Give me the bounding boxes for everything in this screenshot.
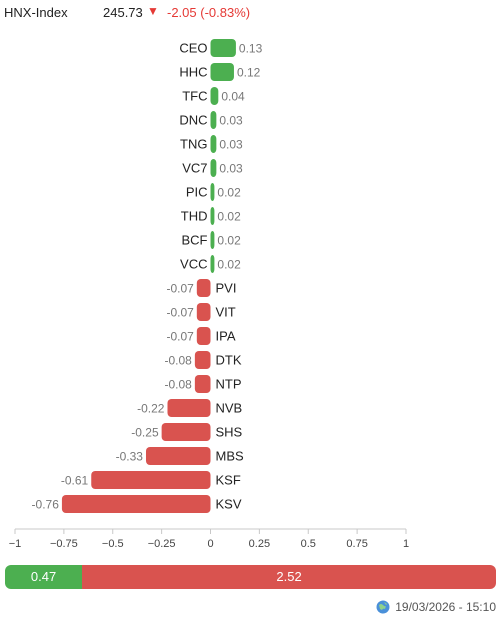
- bar-tng: [210, 135, 217, 153]
- bar-shs: [161, 423, 211, 441]
- market-breadth-bar: 0.47 2.52: [5, 565, 496, 589]
- footer: 19/03/2026 - 15:10: [376, 599, 496, 615]
- bar-tfc: [210, 87, 219, 105]
- value-label-pic: 0.02: [217, 186, 241, 200]
- value-label-dnc: 0.03: [219, 114, 243, 128]
- value-label-vit: -0.07: [166, 306, 194, 320]
- advance-segment: 0.47: [5, 565, 83, 589]
- x-tick-label: 1: [403, 538, 409, 550]
- value-label-ksv: -0.76: [32, 498, 60, 512]
- value-label-bcf: 0.02: [217, 234, 241, 248]
- bar-pvi: [196, 279, 211, 297]
- category-label-vcc: VCC: [180, 257, 207, 272]
- x-tick-label: 0.25: [249, 538, 270, 550]
- bar-hhc: [210, 63, 234, 81]
- bar-ksv: [61, 495, 211, 513]
- category-label-pvi: PVI: [216, 281, 237, 296]
- down-arrow-icon: ▼: [147, 4, 159, 18]
- category-label-vc7: VC7: [182, 161, 207, 176]
- bar-vc7: [210, 159, 217, 177]
- bar-thd: [210, 207, 215, 225]
- category-label-ksv: KSV: [216, 497, 242, 512]
- bar-pic: [210, 183, 215, 201]
- value-label-nvb: -0.22: [137, 402, 165, 416]
- x-tick-label: 0.5: [301, 538, 316, 550]
- bar-ipa: [196, 327, 211, 345]
- value-label-ksf: -0.61: [61, 474, 89, 488]
- x-tick-label: 0: [207, 538, 213, 550]
- x-tick-label: −0.5: [102, 538, 124, 550]
- x-tick-label: −1: [9, 538, 22, 550]
- value-label-pvi: -0.07: [166, 282, 194, 296]
- index-name: HNX-Index: [4, 5, 68, 20]
- category-label-ipa: IPA: [216, 329, 236, 344]
- category-label-pic: PIC: [186, 185, 208, 200]
- timestamp: 19/03/2026 - 15:10: [395, 600, 496, 614]
- category-label-ceo: CEO: [179, 41, 207, 56]
- bar-ntp: [194, 375, 211, 393]
- value-label-shs: -0.25: [131, 426, 159, 440]
- value-label-ceo: 0.13: [239, 42, 263, 56]
- category-label-tfc: TFC: [182, 89, 207, 104]
- index-change: -2.05 (-0.83%): [167, 5, 251, 20]
- bar-mbs: [145, 447, 211, 465]
- value-label-dtk: -0.08: [165, 354, 193, 368]
- value-label-tfc: 0.04: [221, 90, 245, 104]
- bar-vcc: [210, 255, 215, 273]
- bar-vit: [196, 303, 211, 321]
- index-value: 245.73: [103, 5, 143, 20]
- bar-ceo: [210, 39, 236, 57]
- value-label-tng: 0.03: [219, 138, 243, 152]
- bar-bcf: [210, 231, 215, 249]
- category-label-vit: VIT: [216, 305, 236, 320]
- x-tick-label: −0.25: [148, 538, 176, 550]
- impact-bar-chart: CEO 0.13 HHC 0.12 TFC 0.04 DNC 0.03 TNG 0.03 VC7 0.…: [9, 39, 409, 550]
- value-label-hhc: 0.12: [237, 66, 261, 80]
- category-label-ntp: NTP: [216, 377, 242, 392]
- category-label-thd: THD: [181, 209, 208, 224]
- category-label-nvb: NVB: [216, 401, 243, 416]
- bar-ksf: [91, 471, 211, 489]
- bar-dtk: [194, 351, 211, 369]
- category-label-shs: SHS: [216, 425, 243, 440]
- globe-icon: [376, 600, 390, 614]
- category-label-dnc: DNC: [179, 113, 207, 128]
- x-tick-label: 0.75: [346, 538, 367, 550]
- category-label-tng: TNG: [180, 137, 207, 152]
- value-label-ntp: -0.08: [165, 378, 193, 392]
- value-label-vc7: 0.03: [219, 162, 243, 176]
- value-label-mbs: -0.33: [116, 450, 144, 464]
- x-tick-label: −0.75: [50, 538, 78, 550]
- decline-segment: 2.52: [82, 565, 496, 589]
- bar-nvb: [167, 399, 211, 417]
- bar-dnc: [210, 111, 217, 129]
- value-label-vcc: 0.02: [217, 258, 241, 272]
- category-label-bcf: BCF: [182, 233, 208, 248]
- value-label-ipa: -0.07: [166, 330, 194, 344]
- value-label-thd: 0.02: [217, 210, 241, 224]
- category-label-ksf: KSF: [216, 473, 241, 488]
- category-label-mbs: MBS: [216, 449, 245, 464]
- category-label-hhc: HHC: [179, 65, 207, 80]
- category-label-dtk: DTK: [216, 353, 242, 368]
